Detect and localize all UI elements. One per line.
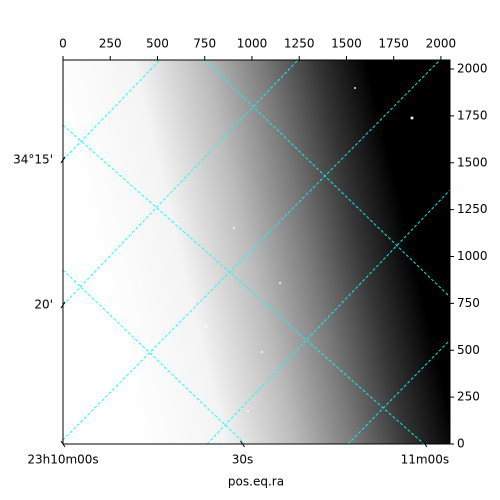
top-tick-label: 2000 bbox=[426, 37, 457, 51]
left-tick bbox=[60, 156, 66, 164]
plot-frame bbox=[62, 59, 451, 445]
right-tick-label: 1250 bbox=[457, 202, 488, 216]
top-tick-label: 1250 bbox=[284, 37, 315, 51]
right-tick-label: 750 bbox=[457, 296, 480, 310]
right-tick-label: 250 bbox=[457, 390, 480, 404]
right-tick-label: 2000 bbox=[457, 62, 488, 76]
bottom-tick-label: 23h10m00s bbox=[27, 453, 98, 467]
left-tick-label: 20' bbox=[34, 298, 53, 312]
top-tick-label: 250 bbox=[99, 37, 122, 51]
bottom-tick bbox=[60, 440, 66, 448]
bottom-tick-label: 30s bbox=[232, 453, 254, 467]
left-tick bbox=[60, 301, 66, 309]
bottom-tick bbox=[240, 440, 245, 448]
top-tick-label: 500 bbox=[146, 37, 169, 51]
top-tick-label: 1500 bbox=[331, 37, 362, 51]
right-tick-label: 1000 bbox=[457, 249, 488, 263]
right-tick-label: 1750 bbox=[457, 108, 488, 122]
right-tick-label: 1500 bbox=[457, 155, 488, 169]
top-tick-label: 750 bbox=[193, 37, 216, 51]
bottom-tick bbox=[422, 440, 428, 448]
top-tick-label: 1750 bbox=[378, 37, 409, 51]
top-tick-label: 1000 bbox=[237, 37, 268, 51]
right-tick-label: 500 bbox=[457, 343, 480, 357]
image bbox=[63, 60, 450, 444]
right-tick-label: 0 bbox=[457, 437, 465, 451]
left-tick-label: 34°15' bbox=[13, 152, 53, 166]
bottom-tick-label: 11m00s bbox=[401, 453, 449, 467]
coordinate-grid bbox=[63, 60, 450, 444]
top-tick-label: 0 bbox=[59, 37, 67, 51]
x-axis-label: pos.eq.ra bbox=[228, 475, 284, 489]
